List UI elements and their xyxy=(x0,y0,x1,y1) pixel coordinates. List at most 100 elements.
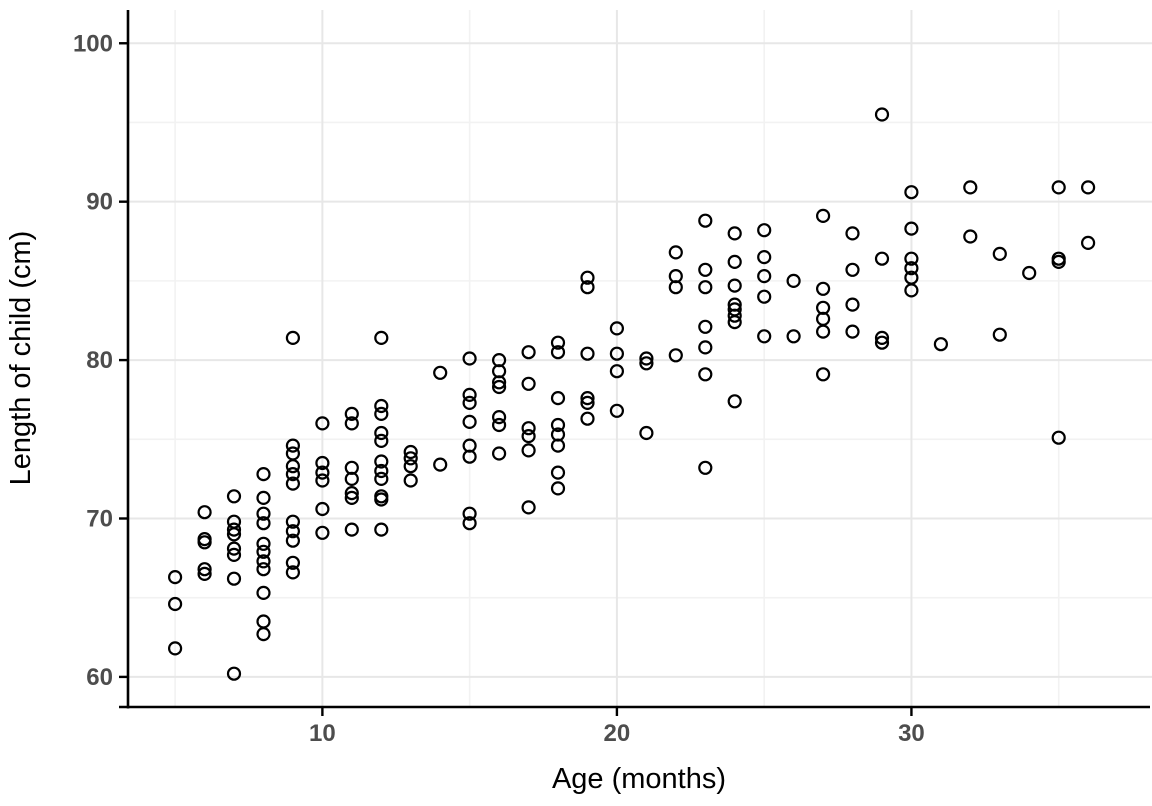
data-point xyxy=(757,289,772,304)
data-point xyxy=(609,403,625,418)
y-axis-title: Length of child (cm) xyxy=(5,231,37,486)
data-point xyxy=(639,356,654,371)
data-point xyxy=(904,221,919,236)
data-point xyxy=(168,596,183,612)
data-point xyxy=(904,251,919,266)
data-point xyxy=(285,438,300,453)
data-point xyxy=(285,330,300,345)
data-point xyxy=(168,569,183,585)
data-point xyxy=(197,535,212,550)
data-point xyxy=(285,514,300,529)
data-point xyxy=(403,459,418,474)
data-point xyxy=(1051,430,1066,445)
data-point xyxy=(256,467,271,482)
data-point xyxy=(845,226,860,241)
data-point xyxy=(550,438,566,453)
data-point xyxy=(344,522,359,537)
data-point xyxy=(226,489,242,504)
data-point xyxy=(462,516,477,531)
gridlines-minor xyxy=(128,10,1152,707)
data-point xyxy=(226,666,242,681)
data-point xyxy=(256,536,271,551)
data-point xyxy=(433,457,448,472)
data-point xyxy=(521,421,536,436)
data-point xyxy=(874,251,890,266)
data-point xyxy=(462,351,477,366)
data-point xyxy=(403,444,418,460)
data-point xyxy=(845,324,860,339)
data-point xyxy=(521,500,536,515)
data-point xyxy=(374,433,389,448)
axis-ticks xyxy=(119,42,913,716)
data-point xyxy=(580,280,595,295)
data-point xyxy=(197,505,212,520)
data-point xyxy=(639,351,654,366)
data-point xyxy=(374,471,389,486)
data-point xyxy=(168,641,183,656)
data-point xyxy=(727,226,742,241)
data-point xyxy=(904,283,919,298)
data-point xyxy=(256,554,271,569)
data-point xyxy=(1051,254,1066,269)
data-point xyxy=(757,250,772,265)
data-point xyxy=(492,446,507,461)
data-point xyxy=(698,262,713,277)
data-point xyxy=(256,516,271,531)
data-point xyxy=(374,492,389,507)
data-point xyxy=(374,330,389,345)
data-point xyxy=(256,562,271,577)
data-point xyxy=(462,414,477,429)
data-point xyxy=(285,555,300,570)
data-point xyxy=(521,443,536,458)
data-point xyxy=(727,278,742,293)
data-point xyxy=(492,417,507,433)
data-point xyxy=(580,411,595,426)
data-point xyxy=(550,345,566,360)
data-point xyxy=(668,245,683,260)
data-point xyxy=(874,330,890,345)
data-point xyxy=(226,571,242,586)
data-point xyxy=(550,391,566,406)
data-point xyxy=(815,208,831,223)
data-point xyxy=(285,524,300,539)
x-tick-label: 30 xyxy=(898,720,925,747)
data-point xyxy=(609,321,625,336)
data-point xyxy=(374,454,389,469)
data-point xyxy=(492,375,507,390)
data-point xyxy=(433,365,448,380)
data-point xyxy=(668,348,683,363)
x-tick-label: 10 xyxy=(309,720,336,747)
data-point xyxy=(933,337,949,352)
data-point xyxy=(609,346,625,361)
data-point xyxy=(580,391,595,406)
data-point xyxy=(639,425,654,441)
data-point xyxy=(374,398,389,414)
data-point xyxy=(285,446,300,461)
data-point xyxy=(874,335,890,350)
data-point xyxy=(226,527,242,542)
data-point xyxy=(698,460,713,475)
data-point xyxy=(1080,235,1096,250)
data-point xyxy=(550,335,566,350)
y-tick-label: 70 xyxy=(86,505,113,532)
x-tick-label: 20 xyxy=(604,720,631,747)
x-axis-title: Age (months) xyxy=(552,763,726,795)
data-point xyxy=(609,364,625,379)
data-point xyxy=(668,280,683,295)
data-point xyxy=(786,273,801,288)
data-point xyxy=(315,525,330,540)
data-point xyxy=(285,459,300,474)
data-point xyxy=(226,522,242,537)
data-point xyxy=(256,585,271,601)
y-tick-label: 90 xyxy=(86,189,113,216)
data-point xyxy=(403,451,418,466)
data-point xyxy=(344,490,359,505)
data-point xyxy=(256,614,271,629)
data-point xyxy=(904,261,919,276)
data-point xyxy=(550,481,566,496)
data-point xyxy=(580,346,595,361)
data-point xyxy=(197,562,212,577)
data-point xyxy=(315,455,330,471)
